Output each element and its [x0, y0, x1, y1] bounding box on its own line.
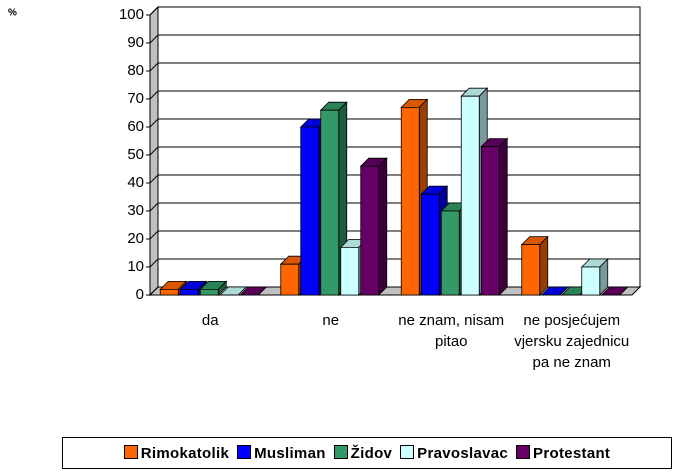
bar-side — [498, 137, 508, 296]
legend-label: Rimokatolik — [140, 444, 230, 462]
x-tick-label: ne znam, nisam pitao — [398, 312, 505, 350]
legend-label: Pravoslavac — [417, 444, 509, 462]
bar-front — [440, 210, 460, 296]
bar-front — [300, 126, 320, 296]
legend-swatch — [333, 444, 348, 459]
bar-front — [420, 193, 440, 296]
bar-side — [378, 157, 388, 296]
bar-front — [320, 109, 340, 296]
x-tick-label: ne posjećujem vjersku zajednicu pa ne zn… — [514, 312, 630, 371]
bar — [219, 286, 248, 296]
y-tick-label: 70 — [127, 90, 144, 107]
y-tick-label: 20 — [127, 230, 144, 247]
bar-front — [280, 263, 300, 296]
legend-item: Musliman — [237, 444, 326, 462]
legend-swatch — [237, 444, 252, 459]
bar-front — [179, 288, 199, 296]
y-tick-label: 0 — [136, 286, 144, 303]
bar-front — [340, 246, 360, 296]
legend-swatch — [123, 444, 138, 459]
bar — [600, 286, 629, 296]
legend-item: Protestant — [516, 444, 611, 462]
y-tick-label: 60 — [127, 118, 144, 135]
bar — [359, 157, 388, 296]
bar-front — [400, 107, 420, 296]
y-tick-label: 100 — [119, 6, 144, 23]
y-tick-label: 40 — [127, 174, 144, 191]
legend-swatch — [400, 444, 415, 459]
bar-side — [619, 286, 629, 296]
y-axis-label: % — [8, 8, 17, 19]
bar-front — [199, 288, 219, 296]
bar-front — [159, 288, 179, 296]
legend-label: Židov — [350, 444, 393, 462]
bar — [580, 258, 609, 296]
x-tick-label: da — [201, 312, 219, 329]
legend-item: Rimokatolik — [123, 444, 230, 462]
y-tick-label: 50 — [127, 146, 144, 163]
bar-side — [539, 235, 549, 296]
bar-front — [480, 146, 500, 296]
y-tick-label: 30 — [127, 202, 144, 219]
x-tick-label: ne — [322, 312, 340, 329]
y-tick-label: 10 — [127, 258, 144, 275]
y-tick-label: 80 — [127, 62, 144, 79]
grid-line — [149, 62, 640, 72]
legend-label: Protestant — [533, 444, 611, 462]
bar — [199, 280, 228, 296]
legend-swatch — [516, 444, 531, 459]
bar — [520, 235, 549, 296]
bar-front — [360, 165, 380, 296]
legend-label: Musliman — [254, 444, 326, 462]
legend-item: Židov — [333, 444, 393, 462]
bar — [239, 286, 268, 296]
grid-line — [149, 34, 640, 44]
bar-side — [237, 286, 247, 296]
bar-side — [559, 286, 569, 296]
bar — [480, 137, 509, 296]
legend: Rimokatolik Musliman Židov Pravoslavac Prote… — [62, 437, 672, 469]
legend-item: Pravoslavac — [400, 444, 509, 462]
bar-front — [521, 244, 541, 296]
grid-line — [149, 6, 640, 16]
bar-side — [257, 286, 267, 296]
bar-front — [460, 95, 480, 296]
bar — [540, 286, 569, 296]
y-tick-label: 90 — [127, 34, 144, 51]
bar-front — [581, 266, 601, 296]
